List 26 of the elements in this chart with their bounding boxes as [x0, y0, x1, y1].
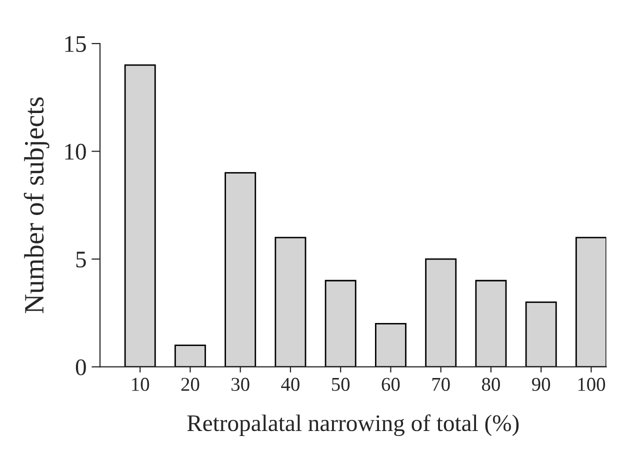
x-tick-label: 100 [578, 378, 606, 391]
x-tick-label: 10 [132, 378, 150, 391]
x-tick-label: 60 [382, 378, 400, 391]
x-axis-title: Retropalatal narrowing of total (%) [187, 414, 519, 436]
y-tick-label: 15 [65, 36, 86, 52]
bar [525, 301, 557, 367]
x-tick-label: 40 [281, 378, 300, 391]
x-tick-label: 90 [532, 378, 550, 391]
bar [224, 172, 256, 367]
bar [174, 344, 206, 367]
bar [124, 64, 156, 367]
y-tick-label: 0 [76, 359, 86, 376]
x-tick-label: 30 [232, 378, 250, 391]
x-tick-label: 80 [482, 378, 500, 391]
bar [374, 323, 406, 367]
x-tick-label: 70 [432, 378, 450, 391]
bar [475, 280, 507, 367]
y-tick-label: 5 [76, 252, 86, 268]
bar [575, 236, 606, 367]
y-tick-label: 10 [65, 144, 86, 160]
x-tick-label: 50 [332, 378, 350, 391]
y-axis-title: Number of subjects [24, 97, 50, 314]
x-tick-label: 20 [181, 378, 200, 391]
bar [324, 280, 356, 367]
bar [274, 236, 306, 367]
bar [425, 258, 457, 367]
